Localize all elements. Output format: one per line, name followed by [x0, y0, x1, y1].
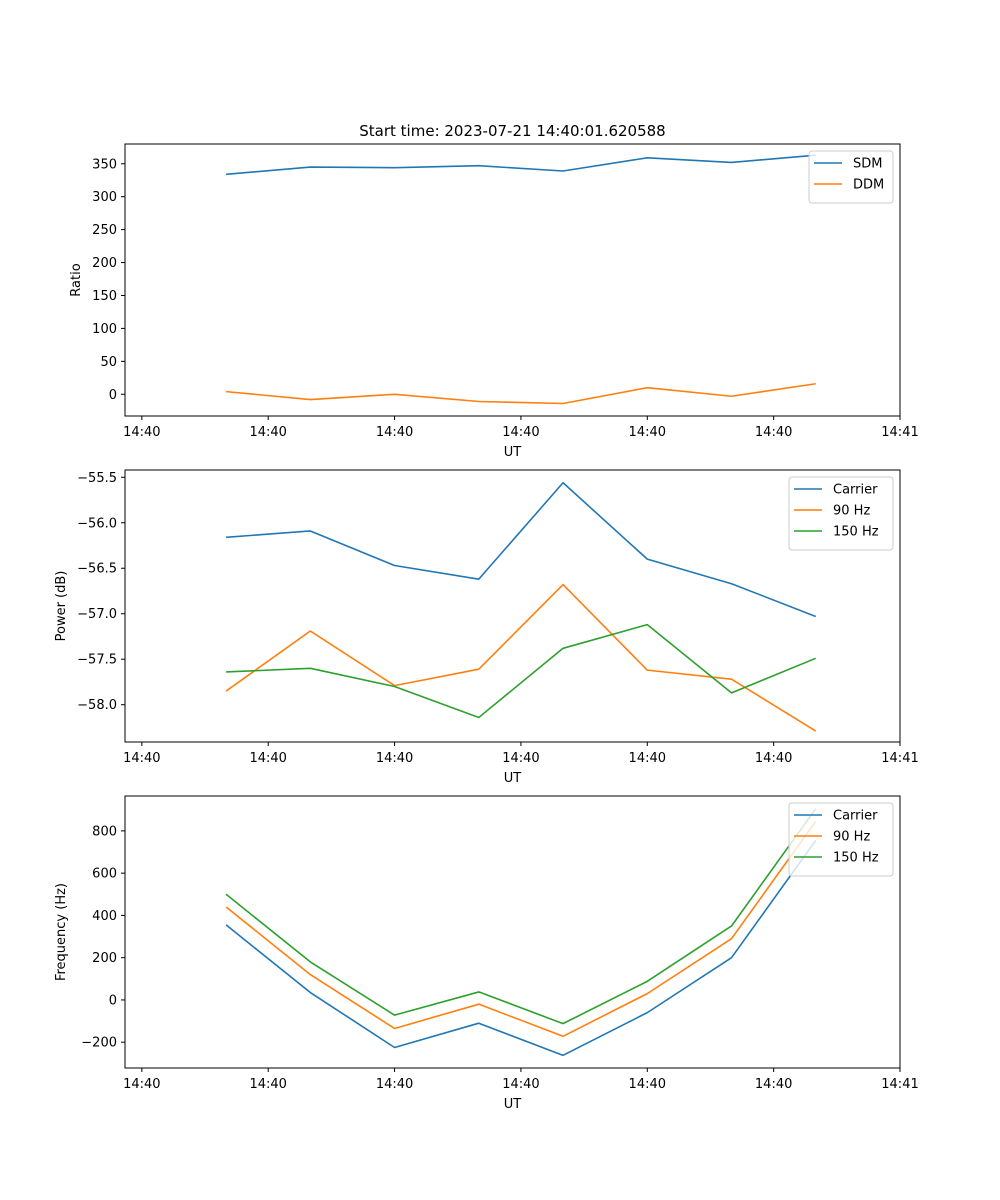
- x-tick-label: 14:40: [123, 425, 160, 440]
- legend-label: 90 Hz: [833, 504, 870, 519]
- y-tick-label: 100: [92, 322, 117, 337]
- plot-frame: [124, 143, 901, 417]
- y-tick-label: −58.0: [77, 698, 117, 713]
- x-tick-label: 14:41: [881, 1077, 918, 1092]
- x-tick-label: 14:40: [376, 751, 413, 766]
- y-axis-label: Power (dB): [54, 571, 69, 642]
- legend-label: DDM: [853, 178, 884, 193]
- series-lines: [225, 154, 816, 405]
- series-line-90-hz: [225, 583, 817, 732]
- y-axis-label: Frequency (Hz): [54, 883, 69, 981]
- x-axis-label: UT: [504, 771, 522, 786]
- legend-box: [808, 150, 894, 204]
- series-line-150-hz: [226, 623, 817, 719]
- legend-label: 90 Hz: [833, 830, 870, 845]
- y-tick-label: 400: [92, 909, 117, 924]
- legend-label: Carrier: [833, 483, 878, 498]
- x-tick-label: 14:40: [629, 751, 666, 766]
- x-tick-label: 14:40: [755, 1077, 792, 1092]
- x-tick-label: 14:40: [123, 751, 160, 766]
- charts-container: 14:40 14:40 14:40 14:40 14:40 14:40 14:41 0 50 10…: [54, 143, 919, 1112]
- y-tick-label: 250: [92, 223, 117, 238]
- y-tick-label: −200: [81, 1036, 117, 1051]
- x-tick-label: 14:40: [249, 425, 286, 440]
- legend: SDM DDM: [808, 150, 894, 204]
- series-line-ddm: [226, 382, 816, 405]
- x-tick-label: 14:40: [502, 1077, 539, 1092]
- series-lines: [225, 808, 817, 1057]
- y-tick-label: −57.0: [77, 607, 117, 622]
- legend-label: Carrier: [833, 809, 878, 824]
- y-tick-label: 0: [109, 388, 117, 403]
- series-line-90-hz: [225, 820, 817, 1038]
- y-tick-label: −56.0: [77, 516, 117, 531]
- y-tick-label: −57.5: [77, 653, 117, 668]
- x-tick-label: 14:40: [376, 1077, 413, 1092]
- x-tick-label: 14:40: [502, 751, 539, 766]
- x-tick-label: 14:40: [629, 425, 666, 440]
- chart-panel-1: 14:40 14:40 14:40 14:40 14:40 14:40 14:41 0 50 10…: [69, 143, 919, 460]
- y-tick-label: 150: [92, 289, 117, 304]
- legend-label: 150 Hz: [833, 851, 879, 866]
- series-line-sdm: [226, 154, 816, 176]
- y-axis-label: Ratio: [69, 263, 84, 296]
- y-tick-label: 600: [92, 867, 117, 882]
- y-tick-label: −56.5: [77, 562, 117, 577]
- x-tick-label: 14:41: [881, 751, 918, 766]
- x-tick-label: 14:40: [123, 1077, 160, 1092]
- x-tick-label: 14:41: [881, 425, 918, 440]
- x-tick-label: 14:40: [755, 425, 792, 440]
- series-line-carrier: [226, 481, 817, 618]
- x-axis-label: UT: [504, 1097, 522, 1112]
- y-tick-label: 300: [92, 190, 117, 205]
- series-lines: [225, 481, 817, 732]
- y-tick-label: 200: [92, 256, 117, 271]
- y-tick-label: 0: [109, 993, 117, 1008]
- series-line-150-hz: [225, 808, 817, 1025]
- y-tick-label: 200: [92, 951, 117, 966]
- y-tick-label: −55.5: [77, 471, 117, 486]
- chart-panel-2: 14:40 14:40 14:40 14:40 14:40 14:40 14:41 −58.0…: [54, 469, 919, 786]
- y-tick-label: 350: [92, 157, 117, 172]
- x-tick-label: 14:40: [755, 751, 792, 766]
- legend-label: SDM: [853, 157, 882, 172]
- plot-frame: [124, 795, 901, 1069]
- plot-frame: [124, 469, 901, 743]
- x-tick-label: 14:40: [502, 425, 539, 440]
- y-tick-label: 50: [100, 355, 117, 370]
- legend-label: 150 Hz: [833, 525, 879, 540]
- series-line-carrier: [225, 839, 817, 1057]
- y-tick-label: 800: [92, 824, 117, 839]
- legend: Carrier 90 Hz 150 Hz: [788, 802, 894, 877]
- legend: Carrier 90 Hz 150 Hz: [788, 476, 894, 551]
- chart-panel-3: 14:40 14:40 14:40 14:40 14:40 14:40 14:41 −200 0…: [54, 795, 919, 1112]
- x-tick-label: 14:40: [249, 751, 286, 766]
- x-tick-label: 14:40: [629, 1077, 666, 1092]
- figure-title: Start time: 2023-07-21 14:40:01.620588: [359, 122, 665, 140]
- x-axis-label: UT: [504, 445, 522, 460]
- x-tick-label: 14:40: [249, 1077, 286, 1092]
- x-tick-label: 14:40: [376, 425, 413, 440]
